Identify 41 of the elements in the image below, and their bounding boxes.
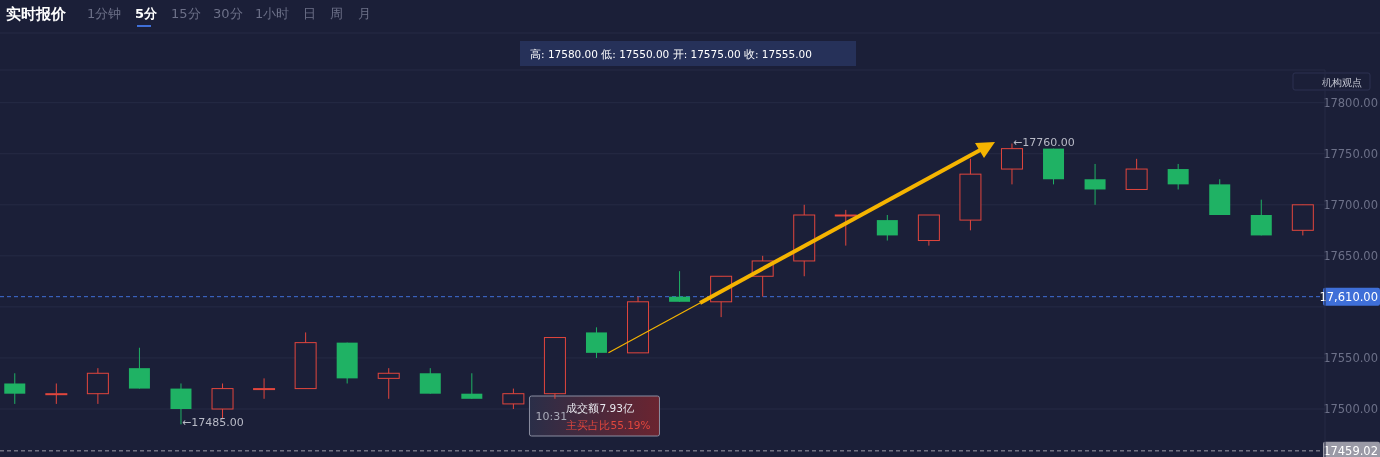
text: 1分钟 — [87, 6, 122, 21]
annotation: 10:31 — [535, 410, 568, 423]
candlestick — [1125, 158, 1148, 190]
text: 1小时 — [255, 6, 290, 21]
text: 5分 — [135, 6, 159, 21]
candlestick — [4, 372, 26, 405]
candlestick — [1250, 199, 1272, 236]
y-tick-label: 17700.00 — [1323, 197, 1378, 212]
y-tick-label: 17750.00 — [1323, 146, 1378, 161]
text: 周 — [330, 6, 343, 21]
annotation: ←17760.00 — [1013, 136, 1075, 149]
y-tick-label: 17550.00 — [1323, 350, 1378, 365]
annotation: 主买占比55.19% — [566, 419, 651, 431]
candlestick — [669, 270, 691, 303]
ref-line-label: 17459.02 — [1323, 443, 1378, 457]
text: 日 — [303, 6, 316, 21]
candlestick — [461, 372, 483, 400]
annotation: 成交额7.93亿 — [566, 402, 634, 414]
text: 月 — [358, 6, 371, 21]
candlestick — [211, 382, 234, 420]
text: 30分 — [213, 6, 243, 21]
chart-title: 实时报价 — [6, 5, 67, 23]
candlestick — [45, 382, 68, 405]
candlestick — [419, 367, 441, 395]
candlestick — [377, 367, 400, 400]
y-tick-label: 17500.00 — [1323, 402, 1378, 417]
candlestick — [876, 214, 898, 242]
y-tick-label: 17650.00 — [1323, 248, 1378, 263]
candlestick — [834, 209, 857, 247]
annotation: ←17485.00 — [182, 416, 244, 429]
candlestick — [1084, 163, 1106, 206]
candlestick — [585, 326, 607, 359]
candlestick — [128, 347, 150, 390]
y-tick-label: 17800.00 — [1323, 95, 1378, 110]
annotation: 机构观点 — [1322, 77, 1362, 88]
candlestick — [253, 377, 276, 400]
candlestick — [502, 388, 525, 410]
candlestick — [1167, 163, 1189, 190]
text: 高: 17580.00 低: 17550.00 开: 17575.00 收: 17555.00 — [530, 48, 812, 60]
candlestick — [86, 367, 109, 405]
text: 15分 — [171, 6, 201, 21]
